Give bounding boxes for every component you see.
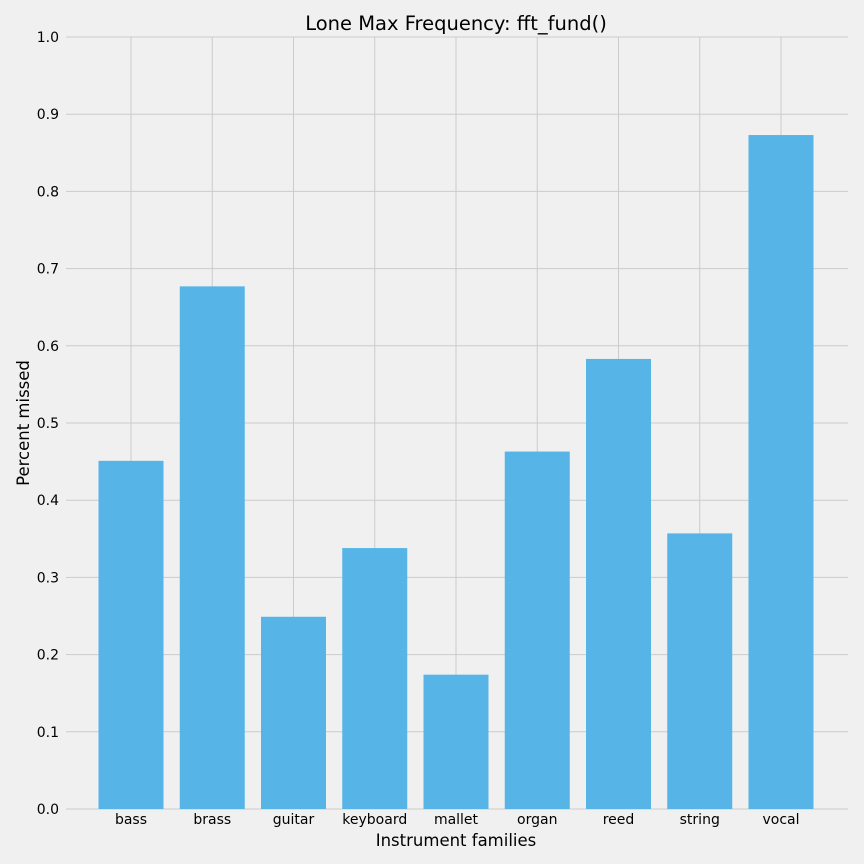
y-tick-label: 0.3 bbox=[37, 570, 59, 586]
bar-bass bbox=[98, 460, 164, 809]
x-tick-labels: bass brass guitar keyboard mallet organ reed st… bbox=[115, 812, 800, 828]
y-tick-label: 0.2 bbox=[37, 648, 59, 664]
y-tick-label: 0.5 bbox=[37, 416, 59, 432]
y-axis-label: Percent missed bbox=[14, 360, 33, 486]
y-tick-label: 0.7 bbox=[37, 262, 59, 278]
x-tick-label-guitar: guitar bbox=[273, 812, 315, 828]
x-tick-label-brass: brass bbox=[193, 812, 231, 828]
bar-guitar bbox=[261, 616, 326, 809]
bar-organ bbox=[504, 451, 570, 809]
y-tick-label: 0.6 bbox=[37, 339, 59, 355]
y-tick-label: 0.4 bbox=[37, 493, 59, 509]
bar-keyboard bbox=[342, 548, 408, 809]
y-tick-label: 1.0 bbox=[37, 30, 59, 46]
y-tick-label: 0.8 bbox=[37, 184, 59, 200]
y-tick-label: 0.9 bbox=[37, 107, 59, 123]
y-tick-label: 0.0 bbox=[37, 802, 59, 818]
y-tick-labels: 0.0 0.1 0.2 0.3 0.4 0.5 0.6 0.7 0.8 0.9 1.0 bbox=[37, 30, 59, 818]
bar-brass bbox=[179, 286, 245, 810]
chart-title: Lone Max Frequency: fft_fund() bbox=[305, 12, 607, 35]
bar-reed bbox=[586, 358, 651, 809]
bar-mallet bbox=[423, 674, 489, 809]
x-tick-label-vocal: vocal bbox=[762, 812, 799, 828]
bars bbox=[98, 135, 814, 810]
x-tick-label-bass: bass bbox=[115, 812, 147, 828]
bar-vocal bbox=[748, 135, 814, 809]
x-tick-label-mallet: mallet bbox=[434, 812, 479, 828]
x-tick-label-keyboard: keyboard bbox=[342, 812, 407, 828]
x-tick-label-organ: organ bbox=[517, 812, 557, 828]
x-tick-label-reed: reed bbox=[603, 812, 635, 828]
x-axis-label: Instrument families bbox=[376, 831, 537, 850]
x-tick-label-string: string bbox=[680, 812, 720, 828]
bar-string bbox=[667, 533, 733, 809]
y-tick-label: 0.1 bbox=[37, 725, 59, 741]
